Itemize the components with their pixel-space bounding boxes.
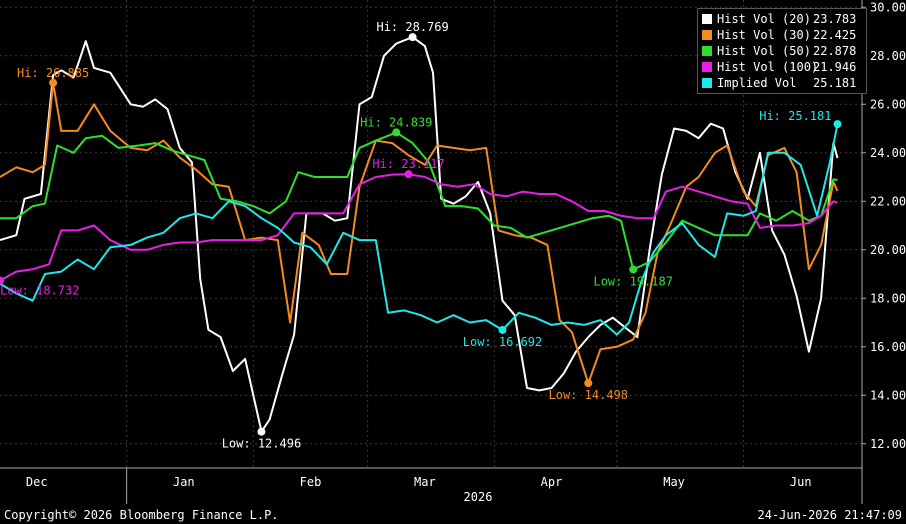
x-tick-label: Apr — [541, 475, 563, 489]
legend-label: Hist Vol (50) — [717, 44, 811, 58]
series-line — [0, 36, 839, 433]
legend-swatch — [702, 14, 712, 24]
x-tick-label: Jun — [790, 475, 812, 489]
legend-value: 22.425 — [813, 28, 857, 42]
extreme-marker — [408, 33, 417, 42]
series-line — [0, 173, 838, 282]
legend-value: 21.946 — [813, 60, 857, 74]
extreme-label: Hi: 28.769 — [376, 20, 448, 34]
extreme-marker — [584, 379, 593, 388]
legend-item[interactable]: Hist Vol (20) 23.783 — [702, 11, 862, 27]
legend-value: 25.181 — [813, 76, 857, 90]
extreme-label: Low: 14.498 — [549, 388, 628, 402]
x-tick-label: May — [663, 475, 685, 489]
y-tick-label: 24.00 — [870, 146, 906, 160]
y-tick-label: 14.00 — [870, 388, 906, 402]
extreme-label: Low: 16.692 — [463, 335, 542, 349]
extreme-marker — [257, 427, 266, 436]
y-tick-label: 12.00 — [870, 437, 906, 451]
legend-swatch — [702, 62, 712, 72]
extreme-label: Hi: 23.117 — [372, 157, 444, 171]
extreme-marker — [404, 170, 413, 179]
legend-item[interactable]: Implied Vol 25.181 — [702, 75, 862, 91]
x-tick-label: Feb — [300, 475, 322, 489]
extreme-marker — [0, 276, 4, 285]
series-layer — [0, 36, 839, 433]
legend-label: Hist Vol (30) — [717, 28, 811, 42]
x-year-label: 2026 — [464, 490, 493, 504]
legend-swatch — [702, 30, 712, 40]
legend-value: 22.878 — [813, 44, 857, 58]
extreme-marker — [498, 325, 507, 334]
copyright-text: Copyright© 2026 Bloomberg Finance L.P. — [4, 508, 279, 522]
series-line — [0, 81, 839, 385]
legend-value: 23.783 — [813, 12, 857, 26]
y-tick-label: 20.00 — [870, 243, 906, 257]
annotation-layer: Hi: 28.769 Low: 12.496 Hi: 26.885 Low: 14.4… — [0, 20, 842, 451]
timestamp-text: 24-Jun-2026 21:47:09 — [757, 508, 903, 522]
series-line — [0, 131, 838, 271]
extreme-label: Low: 12.496 — [222, 437, 301, 451]
extreme-marker — [629, 265, 638, 274]
extreme-label: Low: 18.732 — [0, 284, 79, 298]
legend-item[interactable]: Hist Vol (30) 22.425 — [702, 27, 862, 43]
legend-swatch — [702, 46, 712, 56]
legend-label: Hist Vol (20) — [717, 12, 811, 26]
legend-label: Implied Vol — [717, 76, 797, 90]
extreme-marker — [392, 128, 401, 137]
y-tick-label: 26.00 — [870, 97, 906, 111]
grid-layer — [0, 0, 862, 468]
y-tick-label: 16.00 — [870, 340, 906, 354]
legend-swatch — [702, 78, 712, 88]
extreme-label: Low: 19.187 — [593, 274, 672, 288]
y-tick-label: 30.00 — [870, 0, 906, 14]
legend-label: Hist Vol (100) — [717, 60, 819, 74]
legend: Hist Vol (20) 23.783 Hist Vol (30) 22.42… — [697, 8, 867, 94]
extreme-marker — [833, 120, 842, 129]
y-tick-label: 22.00 — [870, 194, 906, 208]
extreme-label: Hi: 26.885 — [17, 66, 89, 80]
legend-item[interactable]: Hist Vol (50) 22.878 — [702, 43, 862, 59]
y-tick-label: 28.00 — [870, 49, 906, 63]
y-tick-label: 18.00 — [870, 291, 906, 305]
x-tick-label: Dec — [26, 475, 48, 489]
extreme-marker — [49, 78, 58, 87]
series-line — [0, 123, 839, 336]
x-tick-label: Mar — [414, 475, 436, 489]
legend-item[interactable]: Hist Vol (100) 21.946 — [702, 59, 862, 75]
extreme-label: Hi: 25.181 — [759, 109, 831, 123]
x-tick-label: Jan — [173, 475, 195, 489]
extreme-label: Hi: 24.839 — [360, 115, 432, 129]
